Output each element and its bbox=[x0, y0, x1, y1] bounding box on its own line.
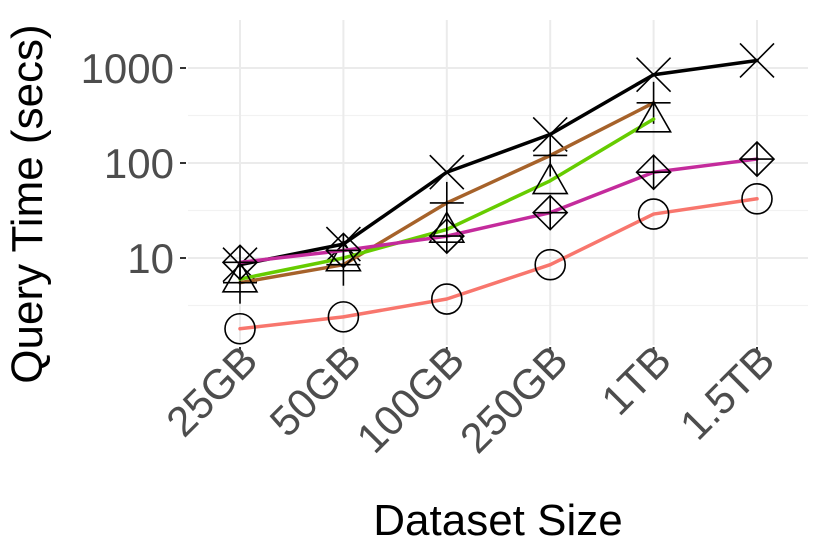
y-axis: 10 100 1000 bbox=[81, 45, 186, 282]
marker-circle bbox=[534, 248, 567, 281]
marker-triangle bbox=[635, 100, 672, 133]
y-axis-title: Query Time (secs) bbox=[3, 24, 52, 383]
marker-plus bbox=[533, 134, 568, 177]
marker-circle bbox=[224, 312, 256, 345]
marker-circle bbox=[430, 283, 463, 315]
marker-diamond-plus bbox=[221, 244, 259, 281]
marker-triangle bbox=[221, 260, 259, 293]
marker-diamond-plus bbox=[635, 154, 672, 191]
y-tick-label: 10 bbox=[127, 235, 174, 282]
marker-x bbox=[532, 116, 568, 152]
marker-circle bbox=[741, 182, 773, 215]
series-line bbox=[238, 157, 759, 265]
y-tick-label: 1000 bbox=[81, 45, 174, 92]
marker-diamond-plus bbox=[532, 194, 569, 231]
x-tick-label: 1TB bbox=[592, 336, 680, 424]
marker-x bbox=[429, 154, 465, 190]
x-tick-label: 25GB bbox=[157, 336, 266, 445]
marker-plus bbox=[429, 181, 464, 224]
grid bbox=[188, 20, 808, 345]
marker-triangle bbox=[325, 239, 362, 272]
x-tick-label: 1.5TB bbox=[671, 336, 783, 448]
marker-diamond-plus bbox=[428, 217, 465, 255]
series-layer bbox=[221, 42, 776, 345]
marker-circle bbox=[327, 301, 360, 333]
x-tick-label: 100GB bbox=[347, 336, 473, 462]
x-tick-label: 250GB bbox=[451, 336, 577, 462]
series-3 bbox=[221, 140, 776, 281]
marker-x bbox=[636, 57, 672, 93]
series-0 bbox=[222, 42, 775, 283]
marker-triangle bbox=[531, 162, 569, 195]
series-4 bbox=[224, 182, 773, 345]
marker-diamond-plus bbox=[738, 140, 776, 178]
series-line bbox=[238, 197, 759, 331]
x-axis-title: Dataset Size bbox=[373, 496, 622, 545]
marker-diamond-plus bbox=[325, 232, 362, 269]
y-tick-label: 100 bbox=[104, 140, 174, 187]
series-line bbox=[238, 58, 759, 267]
marker-x bbox=[739, 42, 775, 79]
marker-circle bbox=[637, 198, 670, 230]
